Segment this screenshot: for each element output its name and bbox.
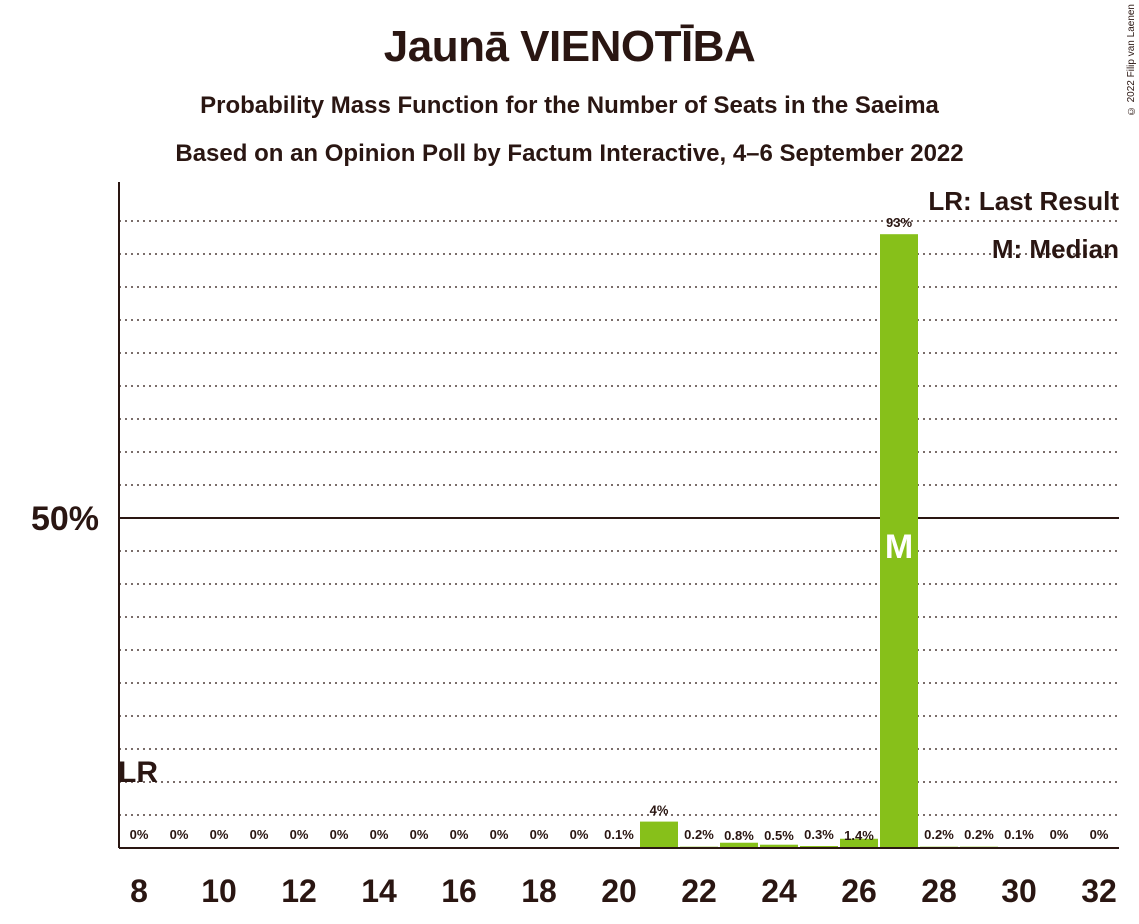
value-label-seat-10: 0% bbox=[210, 827, 229, 842]
value-label-seat-26: 1.4% bbox=[844, 828, 874, 843]
value-label-seat-27: 93% bbox=[886, 215, 912, 230]
value-label-seat-16: 0% bbox=[450, 827, 469, 842]
y-tick-label-50: 50% bbox=[31, 500, 99, 538]
value-label-seat-32: 0% bbox=[1090, 827, 1109, 842]
x-tick-label-10: 10 bbox=[201, 873, 237, 909]
x-tick-label-18: 18 bbox=[521, 873, 557, 909]
bar-seat-24 bbox=[760, 844, 798, 848]
bar-seat-23 bbox=[720, 842, 758, 848]
value-label-seat-11: 0% bbox=[250, 827, 269, 842]
value-label-seat-8: 0% bbox=[130, 827, 149, 842]
value-label-seat-23: 0.8% bbox=[724, 828, 754, 843]
bar-seat-21 bbox=[640, 821, 678, 848]
x-tick-label-16: 16 bbox=[441, 873, 477, 909]
value-label-seat-19: 0% bbox=[570, 827, 589, 842]
value-label-seat-30: 0.1% bbox=[1004, 827, 1034, 842]
value-label-seat-22: 0.2% bbox=[684, 827, 714, 842]
bar-seat-26 bbox=[840, 838, 878, 848]
value-label-seat-25: 0.3% bbox=[804, 827, 834, 842]
value-label-seat-12: 0% bbox=[290, 827, 309, 842]
x-tick-label-30: 30 bbox=[1001, 873, 1037, 909]
legend-last-result: LR: Last Result bbox=[928, 186, 1119, 216]
bar-seat-27 bbox=[880, 234, 918, 848]
last-result-marker: LR bbox=[118, 756, 158, 789]
x-tick-label-28: 28 bbox=[921, 873, 957, 909]
x-tick-label-24: 24 bbox=[761, 873, 797, 909]
value-label-seat-18: 0% bbox=[530, 827, 549, 842]
x-tick-label-12: 12 bbox=[281, 873, 317, 909]
chart-subtitle: Probability Mass Function for the Number… bbox=[200, 92, 939, 119]
x-tick-label-20: 20 bbox=[601, 873, 637, 909]
value-label-seat-15: 0% bbox=[410, 827, 429, 842]
value-label-seat-20: 0.1% bbox=[604, 827, 634, 842]
value-label-seat-14: 0% bbox=[370, 827, 389, 842]
x-tick-label-14: 14 bbox=[361, 873, 397, 909]
x-tick-label-22: 22 bbox=[681, 873, 717, 909]
chart-source-subtitle: Based on an Opinion Poll by Factum Inter… bbox=[175, 140, 964, 167]
value-label-seat-13: 0% bbox=[330, 827, 349, 842]
x-tick-label-8: 8 bbox=[130, 873, 148, 909]
x-tick-label-32: 32 bbox=[1081, 873, 1117, 909]
value-label-seat-28: 0.2% bbox=[924, 827, 954, 842]
value-label-seat-21: 4% bbox=[650, 803, 669, 818]
legend-median: M: Median bbox=[991, 234, 1119, 264]
value-label-seat-31: 0% bbox=[1050, 827, 1069, 842]
x-tick-label-26: 26 bbox=[841, 873, 877, 909]
chart-title: Jaunā VIENOTĪBA bbox=[383, 22, 756, 71]
value-label-seat-17: 0% bbox=[490, 827, 509, 842]
value-label-seat-9: 0% bbox=[170, 827, 189, 842]
value-label-seat-24: 0.5% bbox=[764, 828, 794, 843]
value-label-seat-29: 0.2% bbox=[964, 827, 994, 842]
median-marker: M bbox=[885, 528, 913, 566]
